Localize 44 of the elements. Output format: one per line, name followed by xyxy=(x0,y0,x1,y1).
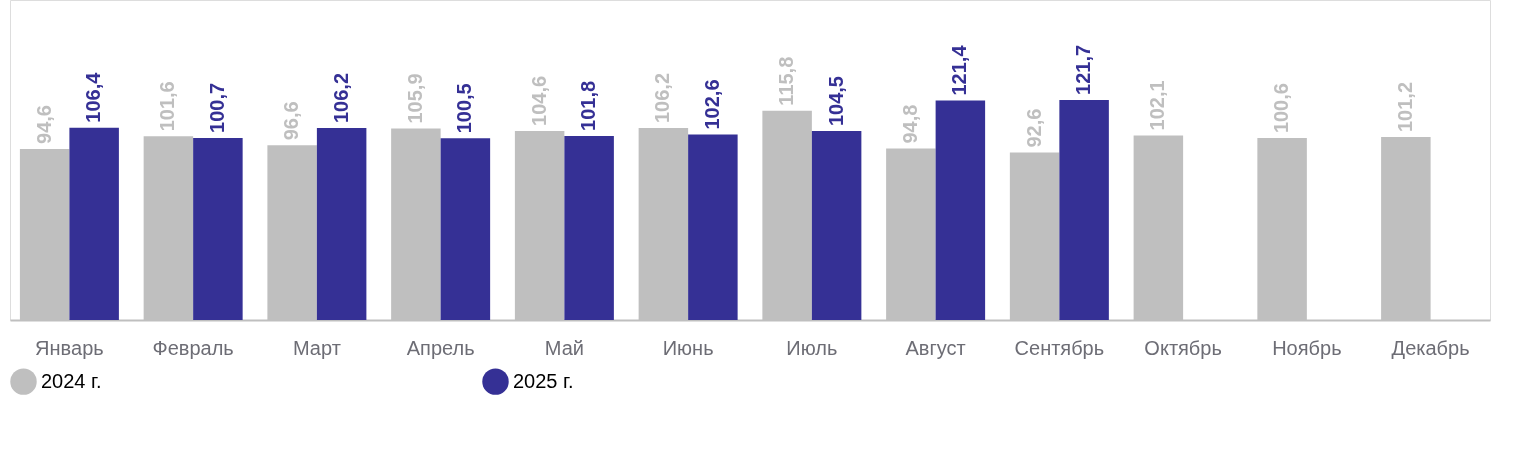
data-label: 106,4 xyxy=(82,71,105,123)
bar xyxy=(1059,99,1109,320)
x-tick-label: Ноябрь xyxy=(1272,336,1342,359)
data-label: 96,6 xyxy=(280,101,303,141)
data-label: 121,7 xyxy=(1072,44,1095,95)
data-label: 106,2 xyxy=(329,72,352,123)
bar xyxy=(688,134,738,320)
x-tick-label: Март xyxy=(292,336,341,359)
data-label: 100,5 xyxy=(453,83,476,134)
x-tick-label: Сентябрь xyxy=(1014,336,1105,359)
data-label: 121,4 xyxy=(948,44,971,96)
data-label: 102,1 xyxy=(1146,80,1169,131)
x-tick-label: Июнь xyxy=(662,336,714,359)
data-label: 106,2 xyxy=(651,72,674,123)
data-label: 94,8 xyxy=(898,104,921,144)
data-label: 101,2 xyxy=(1393,81,1416,133)
legend-label: 2024 г. xyxy=(41,369,102,392)
data-label: 100,7 xyxy=(205,82,228,133)
x-tick-label: Декабрь xyxy=(1391,336,1470,359)
bar xyxy=(316,128,367,320)
data-label: 104,6 xyxy=(527,75,550,126)
x-tick-label: Октябрь xyxy=(1144,336,1222,359)
x-tick-label: Январь xyxy=(35,336,104,359)
bar xyxy=(193,137,243,320)
x-tick-label: Май xyxy=(544,336,584,359)
data-label: 104,5 xyxy=(824,76,847,127)
data-label: 100,6 xyxy=(1270,83,1293,134)
x-tick-label: Февраль xyxy=(152,336,234,359)
x-tick-label: Август xyxy=(905,336,966,359)
x-tick-label: Апрель xyxy=(406,336,475,359)
data-label: 105,9 xyxy=(403,73,426,124)
bar xyxy=(811,131,862,320)
bar xyxy=(440,138,491,320)
data-label: 92,6 xyxy=(1022,108,1045,148)
x-tick-label: Июль xyxy=(786,336,838,359)
bar xyxy=(935,100,986,320)
data-label: 101,8 xyxy=(577,80,600,131)
data-label: 102,6 xyxy=(700,79,723,130)
bar xyxy=(564,135,614,320)
legend-label: 2025 г. xyxy=(513,369,574,392)
bar xyxy=(69,127,119,320)
data-label: 115,8 xyxy=(775,56,798,106)
data-label: 94,6 xyxy=(32,105,55,144)
data-label: 101,6 xyxy=(156,81,179,132)
